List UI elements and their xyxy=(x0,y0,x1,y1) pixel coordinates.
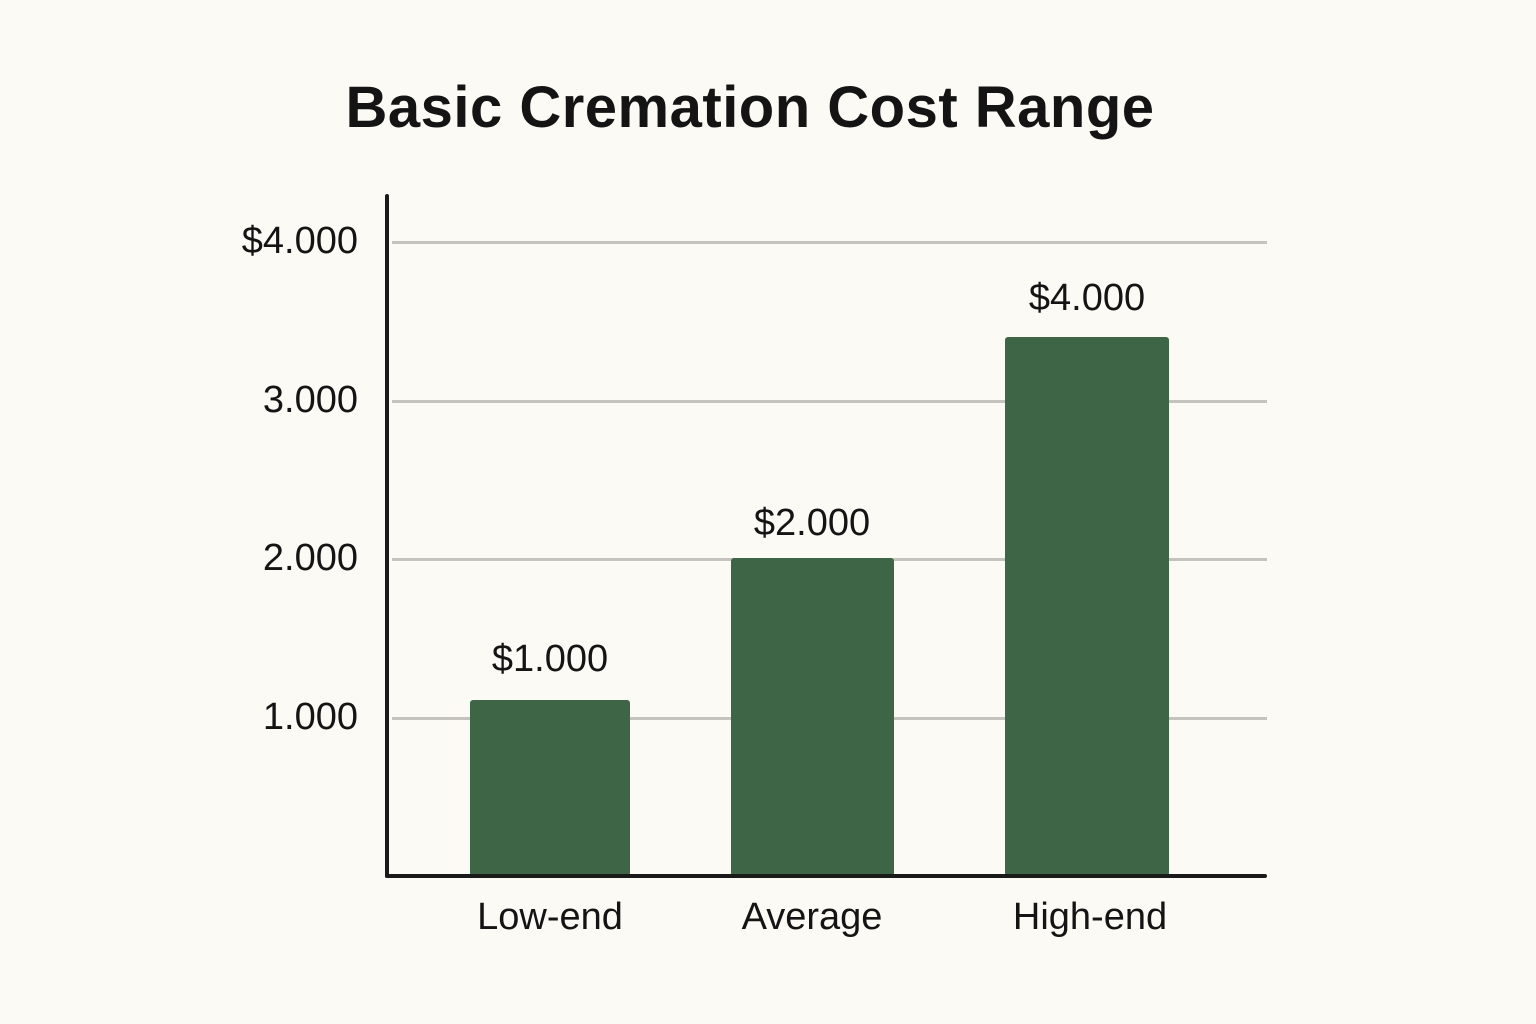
bar-value-label: $2.000 xyxy=(753,502,871,544)
bar-low-end xyxy=(470,700,630,876)
bar-high-end xyxy=(1005,337,1169,876)
x-axis-line xyxy=(385,874,1267,878)
bar-average xyxy=(731,558,894,876)
y-tick-label: $4.000 xyxy=(241,220,358,262)
y-tick-label: 1.000 xyxy=(262,696,358,738)
gridline-4000 xyxy=(392,241,1267,244)
x-tick-label: Low-end xyxy=(477,896,623,938)
y-tick-label: 3.000 xyxy=(262,379,358,421)
chart-title: Basic Cremation Cost Range xyxy=(345,75,1155,140)
x-tick-label: High-end xyxy=(1012,896,1168,938)
x-tick-label: Average xyxy=(741,896,883,938)
y-axis-line xyxy=(385,194,389,878)
gridline-3000 xyxy=(392,400,1267,403)
bar-value-label: $1.000 xyxy=(491,638,609,680)
bar-value-label: $4.000 xyxy=(1028,277,1146,319)
y-tick-label: 2.000 xyxy=(262,537,358,579)
